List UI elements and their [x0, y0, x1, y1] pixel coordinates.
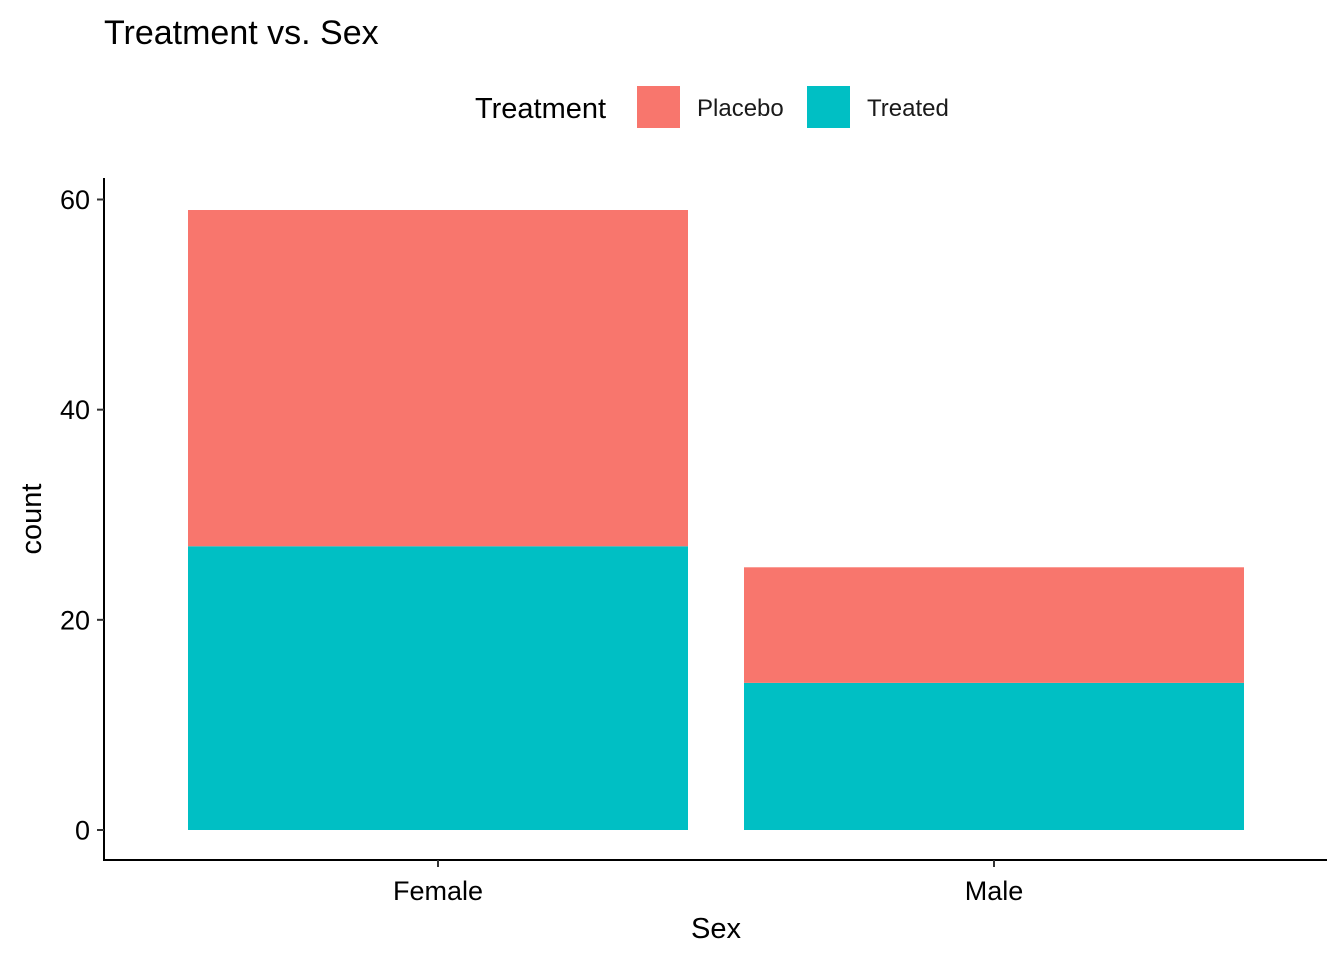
bar-male-placebo	[744, 567, 1244, 683]
y-tick-label-20: 20	[60, 605, 90, 635]
y-tick-label-60: 60	[60, 185, 90, 215]
bar-female-placebo	[188, 210, 688, 547]
legend-title: Treatment	[475, 93, 606, 125]
y-tick-label-0: 0	[75, 816, 90, 846]
x-tick-label-female: Female	[393, 876, 483, 906]
x-axis-ticks: Female Male	[393, 860, 1023, 906]
y-tick-label-40: 40	[60, 395, 90, 425]
legend-label-placebo: Placebo	[697, 95, 784, 122]
bars-group	[188, 210, 1244, 830]
y-axis-title: count	[16, 484, 48, 555]
x-axis-title: Sex	[691, 913, 741, 945]
bar-male-treated	[744, 682, 1244, 830]
legend-key-treated	[807, 86, 850, 128]
x-tick-label-male: Male	[965, 876, 1024, 906]
legend-label-treated: Treated	[867, 95, 949, 122]
legend-key-placebo	[637, 86, 680, 128]
legend: Treatment Placebo Treated	[475, 86, 949, 128]
bar-female-treated	[188, 546, 688, 830]
chart-title: Treatment vs. Sex	[104, 14, 379, 52]
y-axis-ticks: 0 20 40 60	[60, 185, 104, 846]
